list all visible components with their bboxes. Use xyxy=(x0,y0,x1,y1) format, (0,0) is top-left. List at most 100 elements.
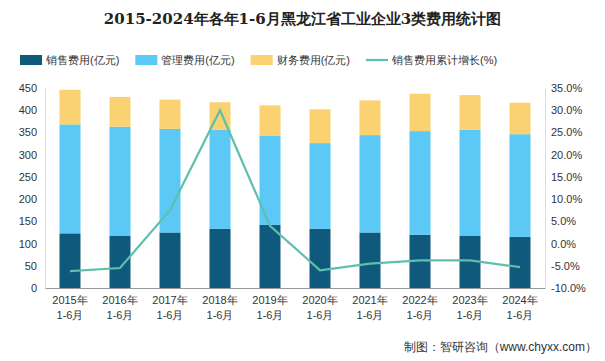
y2-tick: 10.0% xyxy=(545,193,582,205)
y2-tick: -10.0% xyxy=(545,282,586,294)
y-tick: 400 xyxy=(19,104,45,116)
x-axis: 2015年1-6月 2016年1-6月 2017年1-6月 2018年1-6月 2019… xyxy=(46,288,546,321)
y2-tick-label: -10.0% xyxy=(551,282,586,294)
y-tick-label: 350 xyxy=(19,126,37,138)
y-tick-label: 400 xyxy=(19,104,37,116)
x-tick-label: 2021年1-6月 xyxy=(352,294,387,321)
bar xyxy=(510,134,531,237)
bar-series xyxy=(60,90,531,143)
y2-tick: 35.0% xyxy=(545,82,582,94)
legend-label: 销售费用累计增长(%) xyxy=(391,54,497,66)
y-tick: 450 xyxy=(19,82,45,94)
y-tick-label: 0 xyxy=(31,282,37,294)
x-tick-label: 2018年1-6月 xyxy=(202,294,237,321)
y2-tick: 5.0% xyxy=(545,215,576,227)
bar xyxy=(160,100,181,129)
bar xyxy=(60,90,81,125)
y-tick-label: 150 xyxy=(19,215,37,227)
y-tick-label: 450 xyxy=(19,82,37,94)
bar xyxy=(160,129,181,233)
y2-tick-label: 30.0% xyxy=(551,104,582,116)
x-tick: 2020年1-6月 xyxy=(302,288,337,321)
legend-swatch xyxy=(20,55,42,65)
title: 2015-2024年各年1-6月黑龙江省工业企业3类费用统计图 xyxy=(104,10,501,28)
bar xyxy=(360,100,381,135)
y2-axis: -10.0% -5.0% 0.0% 5.0% 10.0% 15.0% 20.0% 25.0% 3… xyxy=(545,82,586,294)
x-tick: 2016年1-6月 xyxy=(102,288,137,321)
x-tick: 2022年1-6月 xyxy=(402,288,437,321)
bar xyxy=(510,237,531,288)
bar xyxy=(460,95,481,130)
legend-item: 销售费用(亿元) xyxy=(20,54,119,66)
y2-tick: 15.0% xyxy=(545,171,582,183)
x-tick-label: 2020年1-6月 xyxy=(302,294,337,321)
bar xyxy=(360,232,381,288)
bar xyxy=(210,229,231,288)
y-tick-label: 50 xyxy=(25,260,37,272)
bar xyxy=(310,109,331,143)
y-tick: 0 xyxy=(31,282,45,294)
y2-tick: 20.0% xyxy=(545,149,582,161)
y-axis: 0 50 100 150 200 250 300 350 400 450 xyxy=(19,82,46,294)
y-tick: 350 xyxy=(19,126,45,138)
y2-tick-label: 25.0% xyxy=(551,126,582,138)
y2-tick-label: 5.0% xyxy=(551,215,576,227)
x-tick-label: 2024年1-6月 xyxy=(502,294,537,321)
x-tick: 2015年1-6月 xyxy=(52,288,87,321)
bar xyxy=(60,124,81,233)
bar xyxy=(510,103,531,135)
legend-label: 销售费用(亿元) xyxy=(45,54,119,66)
y-tick-label: 300 xyxy=(19,149,37,161)
y2-tick-label: 15.0% xyxy=(551,171,582,183)
legend-swatch xyxy=(366,59,388,61)
y-tick: 50 xyxy=(25,260,45,272)
y2-axis-line xyxy=(545,89,546,289)
chart: 2015-2024年各年1-6月黑龙江省工业企业3类费用统计图 0 50 100 150… xyxy=(0,0,605,361)
bar xyxy=(110,236,131,288)
y-axis-line xyxy=(45,89,46,289)
y-tick: 300 xyxy=(19,149,45,161)
footer: 制图：智研咨询（www.chyxx.com） xyxy=(404,340,597,354)
y-tick: 250 xyxy=(19,171,45,183)
x-tick-label: 2019年1-6月 xyxy=(252,294,287,321)
legend-label: 管理费用(亿元) xyxy=(161,54,234,66)
x-tick-label: 2016年1-6月 xyxy=(102,294,137,321)
bar-series xyxy=(60,124,531,236)
x-tick-label: 2015年1-6月 xyxy=(52,294,87,321)
bar xyxy=(60,233,81,288)
x-tick: 2019年1-6月 xyxy=(252,288,287,321)
plot-area xyxy=(60,90,531,288)
x-tick: 2023年1-6月 xyxy=(452,288,487,321)
bar xyxy=(460,130,481,236)
bar xyxy=(260,225,281,288)
x-tick-label: 2023年1-6月 xyxy=(452,294,487,321)
legend-item: 销售费用累计增长(%) xyxy=(366,54,497,66)
legend: 销售费用(亿元) 管理费用(亿元) 财务费用(亿元) 销售费用累计增长(%) xyxy=(20,54,497,66)
bar xyxy=(310,143,331,229)
x-tick: 2017年1-6月 xyxy=(152,288,187,321)
bar xyxy=(260,105,281,136)
y-tick: 150 xyxy=(19,215,45,227)
y2-tick-label: 35.0% xyxy=(551,82,582,94)
y-tick: 200 xyxy=(19,193,45,205)
bar xyxy=(110,97,131,127)
legend-swatch xyxy=(251,55,273,65)
bar xyxy=(210,130,231,229)
y2-tick-label: 10.0% xyxy=(551,193,582,205)
x-tick-label: 2022年1-6月 xyxy=(402,294,437,321)
bar xyxy=(160,232,181,288)
legend-item: 管理费用(亿元) xyxy=(135,54,234,66)
y-tick-label: 100 xyxy=(19,238,37,250)
bar xyxy=(310,229,331,288)
x-axis-line xyxy=(46,288,546,289)
y-tick: 100 xyxy=(19,238,45,250)
y-tick-label: 250 xyxy=(19,171,37,183)
y2-tick: -5.0% xyxy=(545,260,580,272)
y2-tick-label: 20.0% xyxy=(551,149,582,161)
y2-tick-label: 0.0% xyxy=(551,238,576,250)
y-tick-label: 200 xyxy=(19,193,37,205)
bar xyxy=(360,135,381,232)
bar xyxy=(110,127,131,236)
legend-label: 财务费用(亿元) xyxy=(277,54,350,66)
x-tick-label: 2017年1-6月 xyxy=(152,294,187,321)
